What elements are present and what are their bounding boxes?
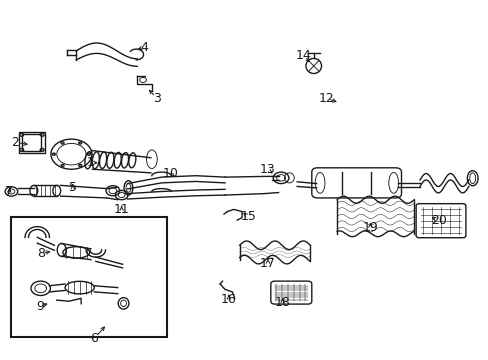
Text: 10: 10 <box>162 167 178 180</box>
Text: 14: 14 <box>296 49 311 62</box>
Text: 6: 6 <box>90 332 98 345</box>
Text: 18: 18 <box>274 296 290 309</box>
Text: 8: 8 <box>37 247 44 260</box>
Text: 9: 9 <box>37 300 44 313</box>
Text: 7: 7 <box>5 185 14 198</box>
Text: 3: 3 <box>152 92 161 105</box>
FancyBboxPatch shape <box>415 204 465 238</box>
Bar <box>19 132 44 153</box>
Text: 2: 2 <box>11 136 19 149</box>
Text: 5: 5 <box>69 181 77 194</box>
Text: 11: 11 <box>114 203 129 216</box>
Text: 13: 13 <box>260 163 275 176</box>
Bar <box>22 134 41 150</box>
Text: 1: 1 <box>87 156 95 169</box>
Text: 4: 4 <box>141 41 148 54</box>
Text: 19: 19 <box>362 221 377 234</box>
Text: 20: 20 <box>430 214 446 227</box>
FancyBboxPatch shape <box>270 281 311 304</box>
FancyBboxPatch shape <box>311 168 401 198</box>
Text: 12: 12 <box>318 92 334 105</box>
Text: 17: 17 <box>260 257 275 270</box>
Text: 15: 15 <box>240 210 256 223</box>
Bar <box>11 217 167 337</box>
Text: 16: 16 <box>221 293 236 306</box>
